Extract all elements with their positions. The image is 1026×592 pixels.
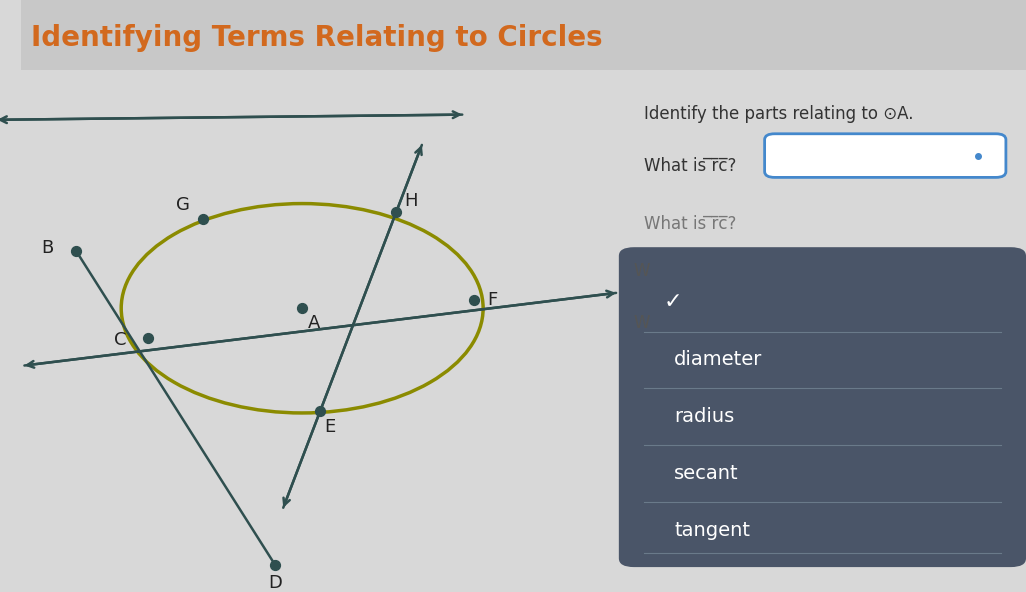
Point [312, 406, 328, 416]
Point [267, 560, 283, 570]
Point [195, 214, 211, 224]
Text: What is ̅r̅c̅?: What is ̅r̅c̅? [644, 157, 737, 175]
Text: ✓: ✓ [664, 292, 682, 313]
Text: secant: secant [674, 464, 739, 483]
Text: W: W [634, 314, 650, 332]
Text: What is ̅r̅c̅?: What is ̅r̅c̅? [644, 215, 737, 233]
Point [141, 333, 157, 342]
Text: F: F [487, 291, 498, 309]
Text: C: C [114, 332, 126, 349]
Point [294, 304, 311, 313]
Text: Identifying Terms Relating to Circles: Identifying Terms Relating to Circles [31, 24, 602, 52]
Point [388, 207, 404, 217]
FancyBboxPatch shape [764, 134, 1005, 178]
Point [466, 295, 482, 305]
FancyBboxPatch shape [619, 247, 1026, 567]
FancyBboxPatch shape [21, 0, 1026, 70]
Text: G: G [175, 196, 190, 214]
Text: A: A [308, 314, 320, 332]
Text: tangent: tangent [674, 520, 750, 539]
Text: D: D [268, 574, 282, 592]
Text: diameter: diameter [674, 350, 762, 369]
Text: Identify the parts relating to ⊙A.: Identify the parts relating to ⊙A. [644, 105, 913, 123]
Text: radius: radius [674, 407, 735, 426]
Text: W: W [634, 262, 650, 280]
Text: B: B [42, 239, 54, 257]
Text: E: E [324, 418, 336, 436]
Point [68, 246, 84, 255]
Text: H: H [404, 192, 418, 211]
